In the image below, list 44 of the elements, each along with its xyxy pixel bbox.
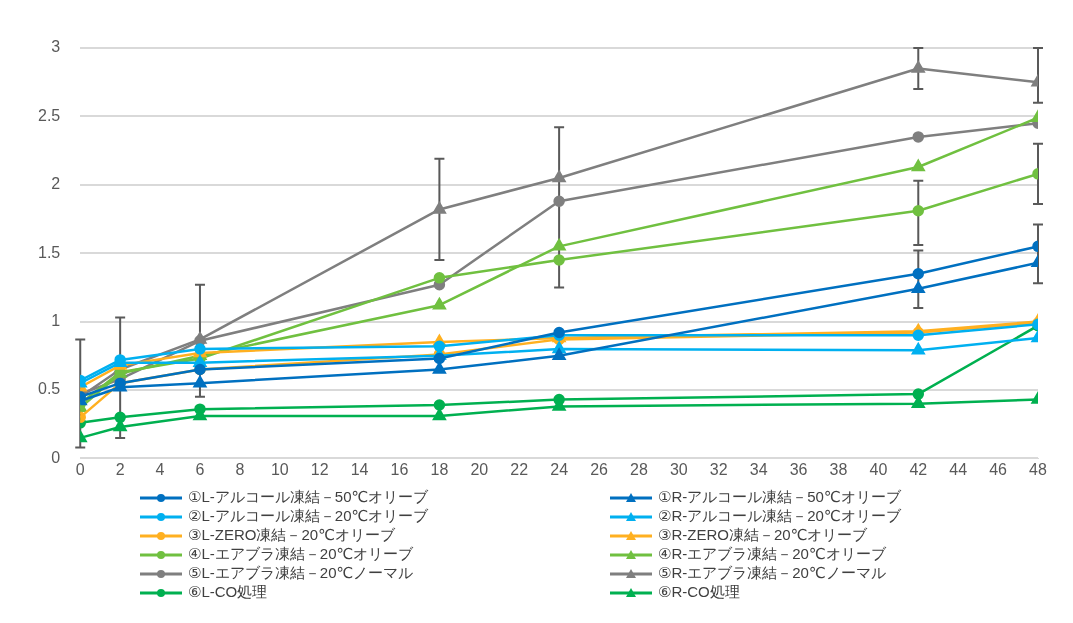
y-tick-label: 0.5 (37, 380, 61, 398)
y-tick-label: 2.5 (37, 106, 61, 124)
x-tick-label: 0 (75, 461, 85, 479)
x-tick-label: 40 (869, 461, 888, 479)
x-tick-label: 12 (310, 461, 329, 479)
legend-label: ①R-アルコール凍結－50℃オリーブ (658, 488, 901, 507)
x-tick-label: 6 (195, 461, 205, 479)
legend-label: ③L-ZERO凍結－20℃オリーブ (188, 526, 395, 545)
x-tick-label: 2 (115, 461, 125, 479)
x-tick-label: 22 (510, 461, 529, 479)
x-tick-label: 34 (749, 461, 768, 479)
y-tick-label: 1 (51, 312, 61, 330)
x-tick-label: 14 (350, 461, 369, 479)
x-tick-label: 44 (949, 461, 968, 479)
x-tick-label: 16 (390, 461, 409, 479)
legend-label: ②R-アルコール凍結－20℃オリーブ (658, 507, 901, 526)
x-tick-label: 10 (270, 461, 289, 479)
legend-label: ⑤L-エアブラ凍結－20℃ノーマル (188, 564, 414, 583)
x-tick-label: 30 (669, 461, 688, 479)
legend-label: ⑥L-CO処理 (188, 583, 268, 602)
x-tick-label: 18 (430, 461, 449, 479)
x-tick-label: 42 (909, 461, 928, 479)
y-tick-label: 1.5 (37, 243, 61, 261)
y-tick-label: 0 (51, 448, 61, 466)
legend-label: ⑤R-エアブラ凍結－20℃ノーマル (658, 564, 886, 583)
x-tick-label: 32 (709, 461, 728, 479)
legend-label: ④L-エアブラ凍結－20℃オリーブ (188, 545, 414, 564)
x-tick-label: 20 (470, 461, 489, 479)
x-tick-label: 26 (590, 461, 609, 479)
x-tick-label: 4 (155, 461, 165, 479)
y-tick-label: 3 (51, 38, 61, 56)
x-tick-label: 46 (989, 461, 1008, 479)
legend-label: ⑥R-CO処理 (658, 583, 740, 602)
x-tick-label: 8 (235, 461, 245, 479)
x-tick-label: 38 (829, 461, 848, 479)
x-tick-label: 24 (550, 461, 569, 479)
legend-label: ②L-アルコール凍結－20℃オリーブ (188, 507, 429, 526)
legend-label: ④R-エアブラ凍結－20℃オリーブ (658, 545, 886, 564)
legend-label: ①L-アルコール凍結－50℃オリーブ (188, 488, 429, 507)
x-tick-label: 48 (1029, 461, 1047, 479)
x-tick-label: 28 (630, 461, 648, 479)
legend-label: ③R-ZERO凍結－20℃オリーブ (658, 526, 868, 545)
x-tick-label: 36 (789, 461, 808, 479)
y-tick-label: 2 (51, 175, 61, 193)
